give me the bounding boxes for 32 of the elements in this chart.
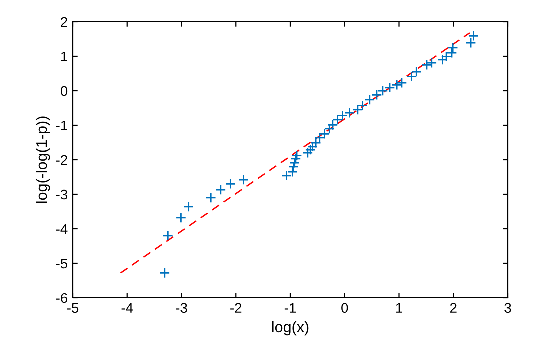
y-tick-label: -6: [56, 293, 68, 304]
x-tick-label: 1: [396, 303, 402, 313]
point: [183, 202, 194, 212]
x-tick-label: -1: [284, 303, 296, 313]
point: [160, 268, 170, 279]
x-tick-label: 3: [504, 303, 512, 314]
y-tick-label: -5: [56, 258, 68, 269]
y-tick-label: -2: [56, 155, 68, 166]
y-tick-label: -4: [56, 224, 68, 234]
point: [292, 150, 302, 162]
point: [238, 174, 250, 186]
x-tick-label: -4: [122, 303, 134, 313]
point: [176, 212, 187, 224]
point: [216, 184, 226, 196]
x-tick-label: 0: [342, 303, 348, 314]
y-tick-label: -3: [56, 190, 68, 200]
point: [437, 54, 448, 66]
x-axis-title: log(x): [272, 321, 309, 336]
x-tick-label: 2: [450, 303, 457, 313]
x-tick-label: -3: [176, 303, 188, 314]
point: [448, 42, 458, 54]
y-tick-label: 1: [61, 52, 68, 62]
y-tick-label: -1: [56, 120, 68, 131]
point: [162, 230, 174, 242]
point: [288, 162, 300, 172]
y-tick-label: 0: [60, 86, 68, 96]
point: [290, 154, 302, 164]
point: [206, 192, 216, 204]
y-axis-title: log(-log(1-p)): [36, 116, 50, 204]
x-tick-label: -2: [230, 303, 242, 313]
y-tick-label: 2: [61, 17, 68, 28]
point: [225, 178, 236, 190]
